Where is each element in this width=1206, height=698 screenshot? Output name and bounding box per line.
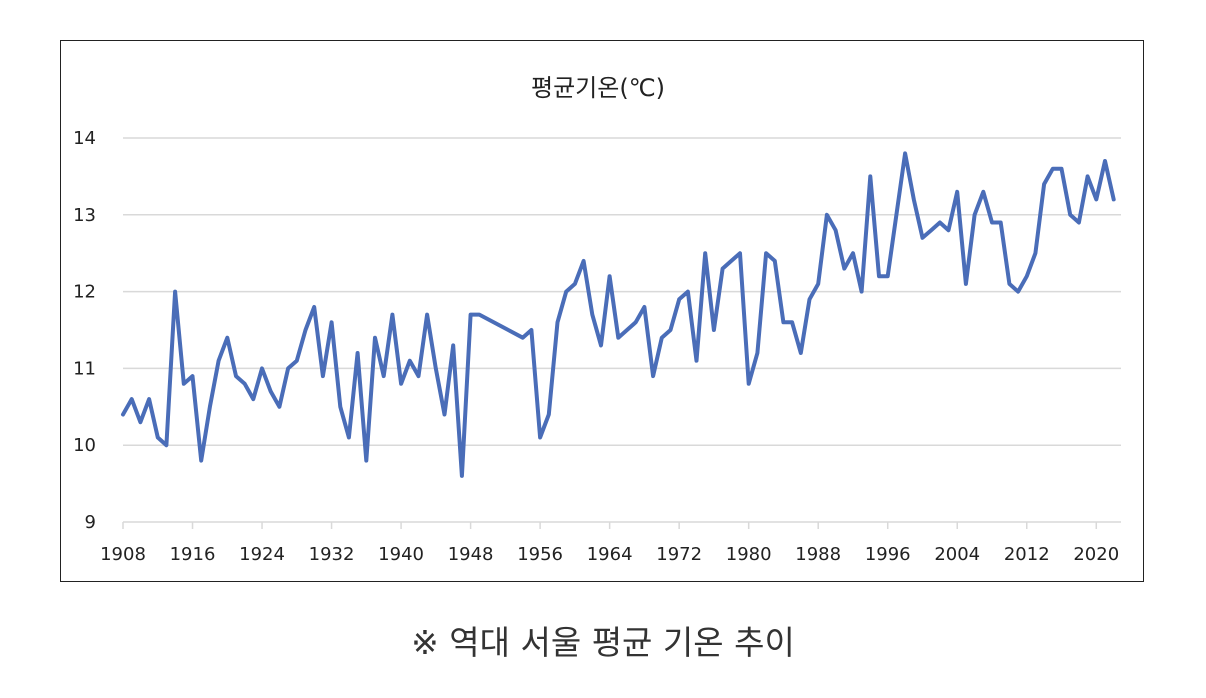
y-tick-label: 11 [73,358,96,379]
x-tick-label: 1924 [239,544,285,565]
y-tick-label: 9 [85,512,96,533]
y-tick-label: 13 [73,205,96,226]
x-tick-label: 1980 [726,544,772,565]
x-tick-label: 1956 [517,544,563,565]
x-tick-label: 2012 [1004,544,1050,565]
x-tick-label: 1988 [795,544,841,565]
chart-caption: ※ 역대 서울 평균 기온 추이 [411,623,795,662]
x-tick-label: 1916 [170,544,216,565]
x-tick-label: 1996 [865,544,911,565]
y-tick-label: 10 [73,435,96,456]
x-tick-label: 1948 [448,544,494,565]
y-tick-label: 14 [73,128,96,149]
chart-frame [60,40,1144,582]
x-tick-label: 1932 [309,544,355,565]
x-tick-label: 1964 [587,544,633,565]
y-tick-label: 12 [73,282,96,303]
line-chart: 평균기온(℃) 9 10 11 12 13 14 1908 1916 1924 1932 1940… [73,74,1121,565]
x-tick-label: 1972 [656,544,702,565]
x-tick-label: 2004 [934,544,980,565]
x-tick-label: 1940 [378,544,424,565]
chart-title: 평균기온(℃) [531,74,665,102]
series-line [121,151,1116,478]
x-tick-label: 2020 [1073,544,1119,565]
x-tick-label: 1908 [100,544,146,565]
